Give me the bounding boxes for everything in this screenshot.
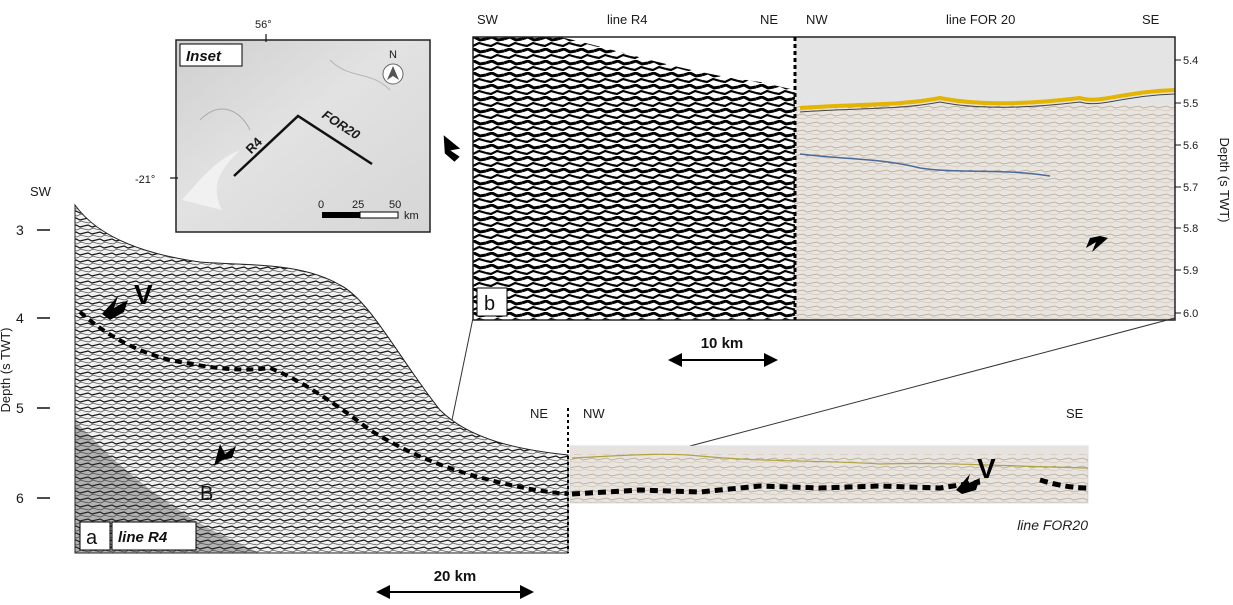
panel-a-arrow-v — [102, 296, 128, 320]
panel-a-seismic — [74, 203, 569, 554]
panel-a-arrow-b — [214, 444, 236, 466]
panel-a-tick-3: 3 — [16, 222, 24, 238]
inset-lon-label: 56° — [255, 19, 272, 31]
inset-scale-unit: km — [404, 210, 419, 222]
inset-scale-50: 50 — [389, 199, 401, 211]
connector-right — [689, 317, 1176, 447]
inset-lat-label: -21° — [135, 174, 155, 186]
panel-b-letter: b — [484, 293, 495, 315]
for20-se-label: SE — [1066, 406, 1084, 421]
connector-left — [451, 317, 474, 421]
panel-b-scale-label: 10 km — [701, 335, 744, 352]
inset-title: Inset — [186, 48, 222, 65]
for20-caption: line FOR20 — [1017, 517, 1088, 533]
north-arrow-icon — [382, 63, 404, 85]
panel-a-horizon — [78, 310, 569, 496]
panel-a-ne-label: NE — [530, 406, 548, 421]
for20-v-marker: V — [977, 453, 996, 484]
panel-b-title-r4: line R4 — [607, 12, 647, 27]
panel-b-tick-5-7: 5.7 — [1183, 182, 1198, 194]
panel-a-scale-bar — [376, 585, 534, 599]
inset-survey-lines — [233, 114, 373, 177]
panel-b-se-label: SE — [1142, 12, 1160, 27]
panel-b-ne-label: NE — [760, 12, 778, 27]
for20-section: NW SE V line FOR20 — [567, 406, 1089, 553]
for20-nw-label: NW — [583, 406, 605, 421]
panel-b-tick-6-0: 6.0 — [1183, 308, 1198, 320]
panel-a-tick-6: 6 — [16, 490, 24, 506]
panel-a-tick-4: 4 — [16, 310, 24, 326]
panel-b-scale-bar — [668, 353, 778, 367]
panel-b-title-for20: line FOR 20 — [946, 12, 1015, 27]
panel-b: SW line R4 NE NW line FOR 20 SE 5.4 5.5 … — [443, 12, 1232, 367]
for20-horizon — [571, 479, 981, 497]
panel-a-letter: a — [86, 527, 98, 549]
inset-scale-0: 0 — [318, 199, 324, 211]
panel-b-tick-5-8: 5.8 — [1183, 223, 1198, 235]
panel-b-tick-5-9: 5.9 — [1183, 265, 1198, 277]
inset-scale-bar — [322, 211, 399, 219]
panel-a-b-marker: B — [200, 483, 213, 505]
panel-a-scale-label: 20 km — [434, 568, 477, 585]
panel-b-sw-label: SW — [477, 12, 499, 27]
panel-a-v-marker: V — [134, 279, 153, 310]
panel-a-tag: line R4 — [118, 529, 168, 546]
panel-b-nw-label: NW — [806, 12, 828, 27]
inset-north-label: N — [389, 49, 397, 61]
panel-a-dark-lower — [75, 420, 260, 553]
panel-b-arrow-right — [1086, 236, 1108, 252]
for20-arrow — [956, 474, 980, 494]
panel-b-tick-5-5: 5.5 — [1183, 98, 1198, 110]
panel-b-r4-section — [473, 37, 795, 320]
panel-b-axis-title: Depth (s TWT) — [1217, 138, 1232, 223]
inset-scale-25: 25 — [352, 199, 364, 211]
panel-b-arrow-left — [443, 135, 461, 162]
panel-b-tick-5-4: 5.4 — [1183, 55, 1198, 67]
panel-a-axis-title: Depth (s TWT) — [0, 328, 13, 413]
panel-a: 3 4 5 6 Depth (s TWT) SW NE V B a line R… — [0, 184, 569, 599]
panel-b-tick-5-6: 5.6 — [1183, 140, 1198, 152]
panel-b-seafloor — [799, 88, 1176, 110]
inset-map: 56° -21° Inset N R4 FOR20 0 25 50 km — [135, 19, 431, 233]
panel-a-tick-5: 5 — [16, 400, 24, 416]
panel-a-sw-label: SW — [30, 184, 52, 199]
panel-b-r4-water — [560, 37, 795, 90]
